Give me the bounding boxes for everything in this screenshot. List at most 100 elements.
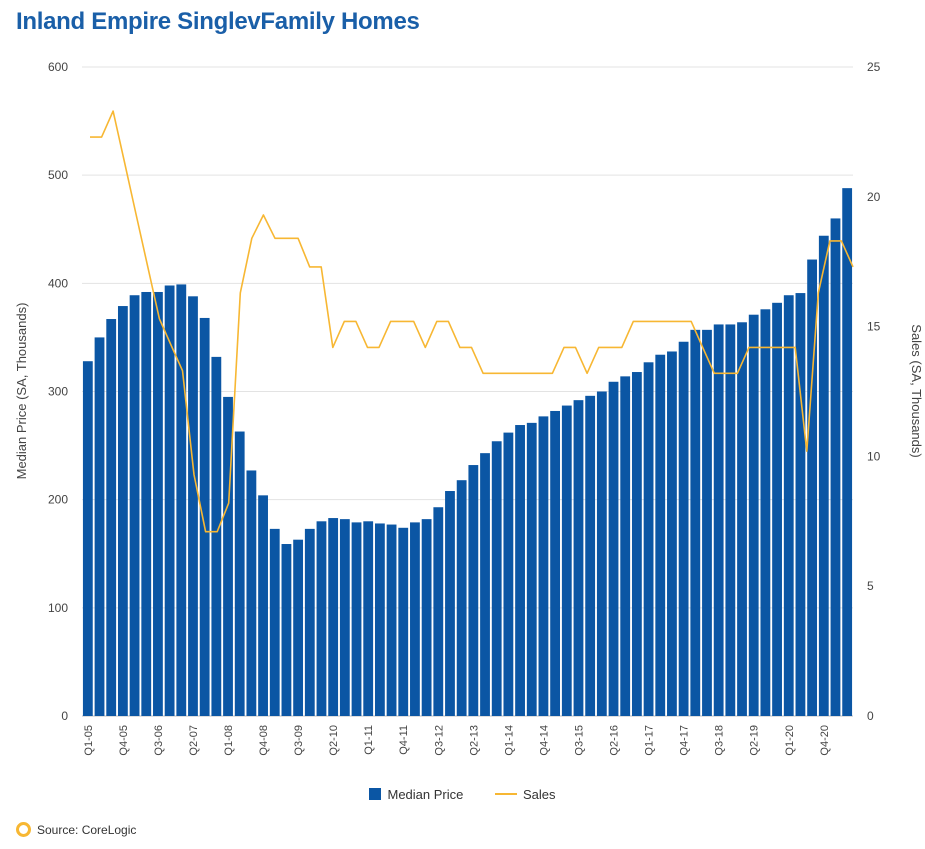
price-bar <box>421 519 432 716</box>
legend-item-median-price: Median Price <box>369 787 463 802</box>
price-bar <box>82 361 93 716</box>
x-tick-label: Q2-19 <box>749 725 761 756</box>
source-text: Source: CoreLogic <box>37 823 137 837</box>
price-bar <box>258 495 268 716</box>
price-bar <box>351 522 362 716</box>
price-bar <box>374 523 385 716</box>
price-bar <box>129 295 140 716</box>
x-tick-label: Q4-20 <box>819 725 831 756</box>
price-bar <box>281 544 292 716</box>
x-tick-label: Q1-08 <box>223 725 235 756</box>
price-bar <box>655 354 666 716</box>
price-bar <box>491 441 502 716</box>
price-bar <box>620 376 631 716</box>
right-axis-label: Sales (SA, Thousands) <box>909 324 924 457</box>
price-bar <box>223 396 233 716</box>
right-tick-label: 0 <box>867 709 874 723</box>
price-bar <box>398 527 409 716</box>
sales-line <box>90 110 854 533</box>
x-tick-label: Q3-06 <box>153 725 165 756</box>
price-bar <box>783 295 794 716</box>
price-bar <box>538 416 549 716</box>
left-tick-label: 500 <box>48 168 68 182</box>
legend-bar-swatch <box>369 788 382 801</box>
legend: Median Price Sales <box>0 786 925 802</box>
chart-title: Inland Empire SinglevFamily Homes <box>16 8 420 35</box>
right-tick-label: 25 <box>867 60 881 74</box>
x-tick-label: Q4-05 <box>118 725 130 756</box>
x-tick-label: Q4-11 <box>398 725 410 755</box>
price-bar <box>234 431 245 716</box>
price-bar <box>316 521 327 716</box>
price-bar <box>94 337 105 716</box>
price-bar <box>702 329 712 716</box>
price-bar <box>293 539 304 716</box>
price-bar <box>772 302 782 716</box>
left-tick-label: 600 <box>48 60 68 74</box>
right-tick-label: 15 <box>867 320 881 334</box>
price-bar <box>515 425 525 716</box>
x-tick-label: Q3-12 <box>433 725 445 756</box>
x-tick-label: Q1-14 <box>503 725 515 756</box>
price-bar <box>339 519 350 716</box>
left-tick-label: 100 <box>48 601 68 615</box>
price-bar <box>211 356 222 716</box>
legend-label-median-price: Median Price <box>387 787 464 803</box>
price-bar <box>643 362 654 716</box>
price-bar <box>141 291 152 716</box>
price-bars <box>82 188 853 717</box>
price-bar <box>725 324 736 716</box>
price-bar <box>153 291 163 716</box>
price-bar <box>468 465 479 716</box>
price-bar <box>176 284 187 716</box>
price-bar <box>842 188 853 716</box>
left-axis-label: Median Price (SA, Thousands) <box>14 303 29 480</box>
left-tick-label: 200 <box>48 493 68 507</box>
x-tick-label: Q4-08 <box>258 725 270 756</box>
right-tick-label: 10 <box>867 449 881 463</box>
price-bar <box>748 314 759 716</box>
x-tick-label: Q2-07 <box>188 725 200 756</box>
price-bar <box>690 329 701 716</box>
price-bar <box>667 351 677 716</box>
price-bar <box>713 324 724 716</box>
right-axis: 0 5 10 15 20 25 <box>867 60 881 723</box>
price-bar <box>164 285 175 716</box>
price-bar <box>503 432 514 716</box>
price-bar <box>737 322 747 716</box>
price-bar <box>830 218 841 716</box>
sales-line-path <box>90 110 854 533</box>
price-bar <box>117 306 128 716</box>
price-bar <box>550 410 561 716</box>
price-bar <box>480 453 490 716</box>
source-bullet-icon <box>16 822 31 837</box>
price-bar <box>818 235 829 717</box>
price-bar <box>269 528 280 716</box>
gridlines <box>82 66 853 717</box>
price-bar <box>807 259 818 716</box>
price-bar <box>328 518 339 716</box>
price-bar <box>456 480 467 716</box>
price-bar <box>795 293 806 716</box>
legend-line-swatch <box>494 793 517 796</box>
x-tick-label: Q2-10 <box>328 725 340 756</box>
price-bar <box>760 309 771 716</box>
x-tick-label: Q3-18 <box>714 725 726 756</box>
price-bar <box>199 317 210 716</box>
x-tick-label: Q4-17 <box>679 725 691 756</box>
price-bar <box>678 341 689 716</box>
price-bar <box>561 405 572 716</box>
x-tick-label: Q3-15 <box>574 725 586 756</box>
source-note: Source: CoreLogic <box>16 822 136 837</box>
left-tick-label: 0 <box>61 709 68 723</box>
price-bar <box>410 522 420 716</box>
price-bar <box>188 296 198 716</box>
price-bar <box>246 470 257 716</box>
price-bar <box>106 319 117 716</box>
price-bar <box>608 381 619 716</box>
x-tick-label: Q3-09 <box>293 725 305 756</box>
left-tick-label: 300 <box>48 385 68 399</box>
left-axis: 0 100 200 300 400 500 600 <box>48 60 68 723</box>
legend-item-sales: Sales <box>494 787 556 802</box>
